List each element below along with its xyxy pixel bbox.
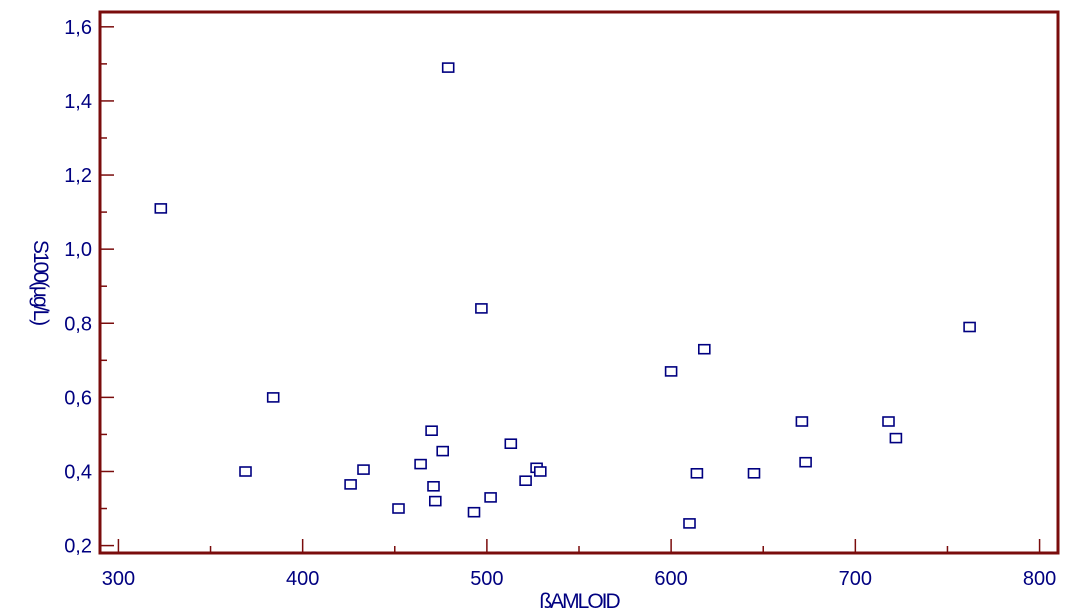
- data-point: [697, 343, 711, 355]
- data-point: [154, 203, 168, 214]
- data-point: [799, 456, 812, 468]
- data-point: [436, 445, 450, 457]
- data-point: [467, 506, 481, 518]
- data-point: [533, 466, 547, 477]
- data-point: [795, 416, 809, 427]
- x-axis-label: ßAMLOID: [539, 590, 620, 612]
- data-point: [266, 392, 280, 403]
- data-point: [963, 321, 976, 333]
- data-point: [889, 432, 903, 444]
- axis-tick-labels: 300 400 500 600 700 800 0,2 0,4 0,6 0,8 1,0 1,2 1,4 1…: [64, 17, 1056, 590]
- data-points: [154, 62, 976, 529]
- x-tick-label: 800: [1023, 568, 1056, 590]
- axis-ticks: [100, 26, 1041, 553]
- data-point: [683, 518, 696, 529]
- data-point: [425, 425, 438, 437]
- y-tick-label: 1,2: [64, 165, 92, 187]
- data-point: [664, 366, 678, 377]
- data-point: [475, 303, 488, 314]
- data-point: [690, 467, 704, 479]
- data-point: [747, 467, 761, 479]
- data-point: [441, 62, 455, 73]
- data-point: [504, 438, 518, 450]
- x-tick-label: 300: [102, 568, 135, 590]
- data-point: [882, 416, 895, 427]
- data-point: [427, 480, 440, 492]
- data-point: [519, 475, 532, 487]
- y-tick-label: 0,6: [64, 387, 92, 409]
- y-tick-label: 0,4: [64, 461, 92, 483]
- x-tick-label: 600: [654, 568, 687, 590]
- x-tick-label: 500: [470, 568, 503, 590]
- y-tick-label: 1,6: [64, 17, 92, 39]
- y-tick-label: 1,4: [64, 91, 92, 113]
- y-axis-label: S100(µg/L): [29, 240, 52, 325]
- y-tick-label: 0,2: [64, 536, 92, 558]
- y-tick-label: 0,8: [64, 313, 92, 335]
- data-point: [357, 464, 370, 475]
- x-tick-label: 700: [839, 568, 872, 590]
- y-tick-label: 1,0: [64, 239, 92, 261]
- data-point: [428, 495, 442, 507]
- x-tick-label: 400: [286, 568, 319, 590]
- data-point: [414, 458, 427, 470]
- data-point: [484, 492, 497, 503]
- data-point: [239, 466, 252, 477]
- data-point: [392, 503, 405, 514]
- data-point: [344, 479, 357, 490]
